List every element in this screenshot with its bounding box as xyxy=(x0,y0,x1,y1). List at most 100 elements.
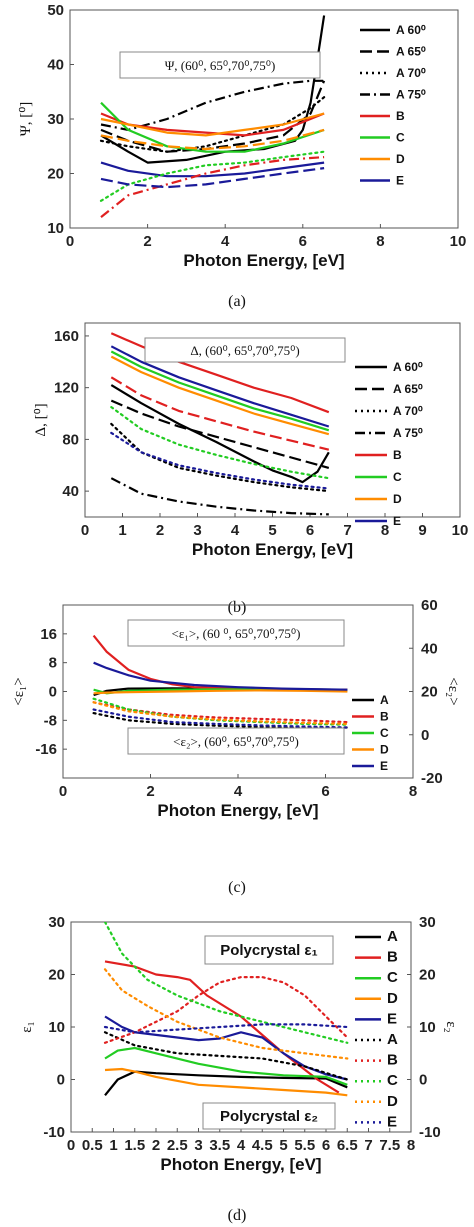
x-tick-label: 8 xyxy=(381,522,389,539)
series-line-E-ε₂ xyxy=(103,1023,349,1034)
chart-panel-4: 0 0.5 1 1.5 2 2.5 3 3.5 4 4.5 5 5.5 6 6.5 7 7.5 8 30 20 10 0… xyxy=(19,914,459,1174)
annotation-text: Ψ, (60⁰, 65⁰,70⁰,75⁰) xyxy=(165,58,276,73)
x-tick-label: 9 xyxy=(418,522,426,539)
x-axis-label: Photon Energy, [eV] xyxy=(157,801,318,820)
annotation-text: Polycrystal ε₁ xyxy=(220,942,318,959)
annotation-text: Polycrystal ε₂ xyxy=(220,1108,318,1125)
x-tick-label: 2 xyxy=(146,783,154,800)
y-tick-label: 0 xyxy=(49,684,57,701)
legend-label: A 60⁰ xyxy=(393,360,423,374)
series-line-A-65⁰ xyxy=(110,399,330,469)
series-line-A-70⁰ xyxy=(110,422,330,493)
x-tick-label: 4.5 xyxy=(252,1137,273,1154)
x-tick-label: 3 xyxy=(193,522,201,539)
annotation-text: Δ, (60⁰, 65⁰,70⁰,75⁰) xyxy=(190,343,299,358)
legend-label: A 65⁰ xyxy=(396,45,426,59)
legend-label: C xyxy=(380,726,389,740)
y2-tick-label: -20 xyxy=(421,770,443,787)
y-tick-label: 8 xyxy=(49,655,57,672)
chart-panel-1: 0 2 4 6 8 10 10 20 30 40 50 Photon Energy, [eV] Ψ, [… xyxy=(18,2,466,270)
series-line-C xyxy=(100,101,325,153)
y-tick-label: -10 xyxy=(43,1124,65,1141)
legend-label: A 70⁰ xyxy=(393,404,423,418)
series-line-A-75⁰ xyxy=(100,79,325,131)
chart-panel-3: 0 2 4 6 8 16 8 0 -8 -16 60 40 20 0 -20 Photon Energy, [… xyxy=(11,597,461,820)
series-line-C-70⁰ xyxy=(110,406,330,480)
legend-label: B xyxy=(387,949,398,966)
annotation-box xyxy=(144,337,346,363)
x-tick-label: 5.5 xyxy=(294,1137,315,1154)
legend-label: E xyxy=(393,514,401,528)
series-line-E-70⁰ xyxy=(110,431,330,490)
series-line-C-ε₂ xyxy=(103,922,349,1044)
x-tick-label: 8 xyxy=(409,783,417,800)
series-line-A xyxy=(104,1070,348,1096)
x-tick-label: 7.5 xyxy=(379,1137,400,1154)
legend-label: A 75⁰ xyxy=(393,426,423,440)
x-tick-label: 4 xyxy=(234,783,243,800)
y2-axis-label: <ε₂> xyxy=(445,677,461,705)
annotation-text: <ε₁>, (60 ⁰, 65⁰,70⁰,75⁰) xyxy=(172,626,301,641)
series-line-B xyxy=(110,332,330,414)
y2-tick-label: -10 xyxy=(419,1124,441,1141)
annotation-box xyxy=(127,727,345,755)
x-tick-label: 4 xyxy=(221,233,230,250)
y-tick-label: 40 xyxy=(47,57,64,74)
x-tick-label: 10 xyxy=(450,233,467,250)
y2-tick-label: 40 xyxy=(421,640,438,657)
x-tick-label: 5 xyxy=(268,522,276,539)
y-tick-label: 10 xyxy=(47,220,64,237)
annotation-box xyxy=(204,935,334,965)
x-tick-label: 5 xyxy=(279,1137,287,1154)
legend-label: C xyxy=(396,131,405,145)
series-group xyxy=(99,15,326,218)
legend-label: A xyxy=(380,693,389,707)
legend-label: C xyxy=(387,1072,398,1089)
y-axis-label: Δ, [⁰] xyxy=(33,403,49,436)
legend-label: B xyxy=(393,448,402,462)
x-tick-label: 6 xyxy=(321,783,329,800)
annotation-box xyxy=(119,51,321,79)
series-line-B-65⁰ xyxy=(110,376,330,451)
y2-tick-label: 60 xyxy=(421,597,438,614)
y2-tick-label: 20 xyxy=(419,967,436,984)
x-tick-label: 1.5 xyxy=(124,1137,145,1154)
series-line-B-ε₂ xyxy=(103,975,349,1044)
y2-tick-label: 0 xyxy=(421,727,429,744)
legend-label: B xyxy=(380,710,389,724)
y2-tick-label: 10 xyxy=(419,1019,436,1036)
series-line-C xyxy=(104,1046,348,1086)
series-group xyxy=(92,634,349,729)
y-tick-label: 120 xyxy=(54,380,79,397)
y-tick-label: 0 xyxy=(57,1072,65,1089)
legend-label: D xyxy=(387,1093,398,1110)
x-tick-label: 8 xyxy=(407,1137,415,1154)
legend-label: A 75⁰ xyxy=(396,88,426,102)
x-tick-label: 8 xyxy=(376,233,384,250)
panel-caption: (d) xyxy=(228,1207,247,1224)
y2-tick-label: 0 xyxy=(419,1072,427,1089)
legend-label: A xyxy=(387,928,398,945)
y-tick-label: 30 xyxy=(48,914,65,931)
x-tick-label: 3.5 xyxy=(209,1137,230,1154)
series-line-D xyxy=(93,689,348,695)
y-tick-label: -16 xyxy=(35,741,57,758)
legend-label: D xyxy=(387,990,398,1007)
y-tick-label: 80 xyxy=(62,431,79,448)
panel-caption: (a) xyxy=(228,293,246,310)
x-axis-label: Photon Energy, [eV] xyxy=(183,251,344,270)
x-tick-label: 7 xyxy=(364,1137,372,1154)
legend-label: A 60⁰ xyxy=(396,23,426,37)
y-axis-label: Ψ, [⁰] xyxy=(18,102,34,137)
series-line-E xyxy=(93,661,348,691)
legend-label: A 70⁰ xyxy=(396,66,426,80)
y-tick-label: -8 xyxy=(44,712,57,729)
annotation-text: <ε₂>, (60⁰, 65⁰,70⁰,75⁰) xyxy=(173,734,299,749)
x-tick-label: 6 xyxy=(322,1137,330,1154)
x-tick-label: 2.5 xyxy=(167,1137,188,1154)
annotation-box xyxy=(202,1102,336,1130)
panel-caption: (c) xyxy=(228,879,246,896)
x-tick-label: 1 xyxy=(109,1137,117,1154)
y2-tick-label: 30 xyxy=(419,914,436,931)
